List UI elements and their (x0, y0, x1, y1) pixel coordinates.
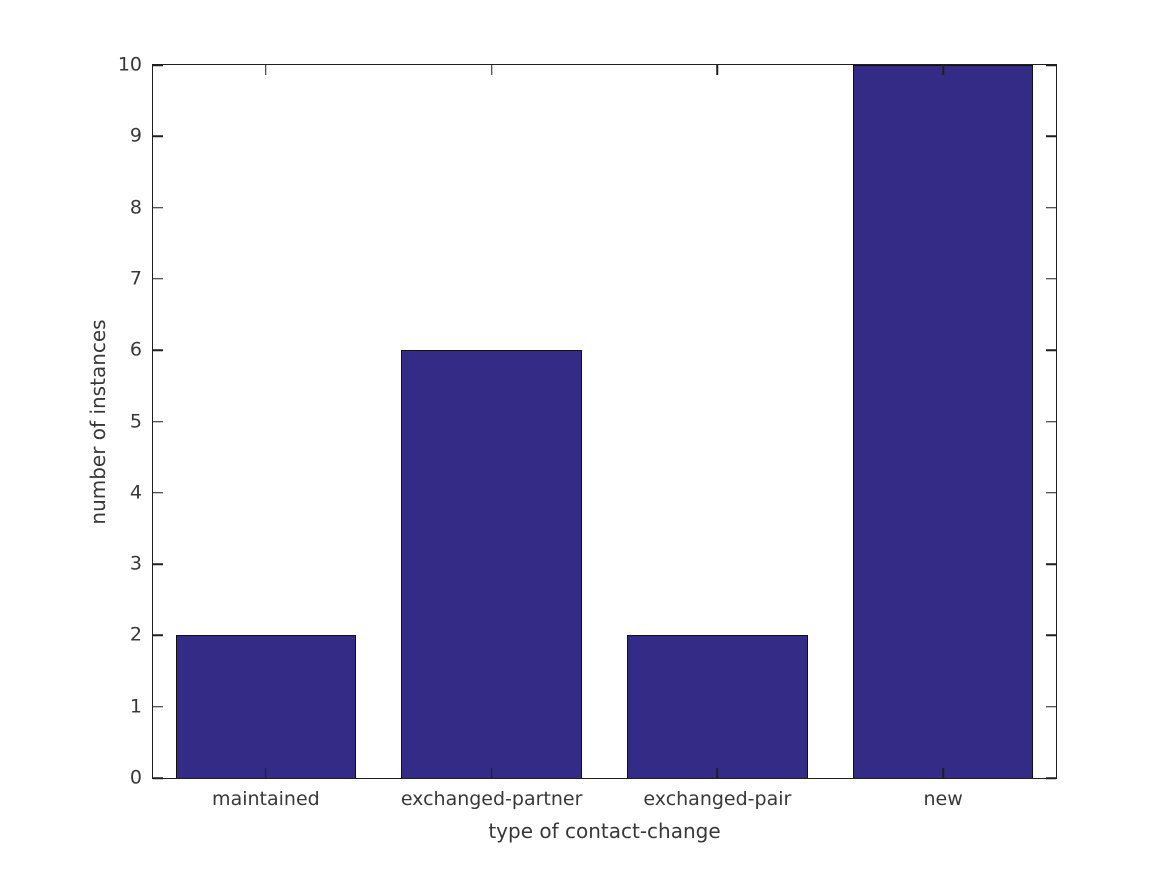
x-tick-mark (942, 768, 944, 778)
y-tick-label: 7 (129, 267, 142, 290)
y-tick-label: 2 (129, 623, 142, 646)
x-tick-mark (265, 65, 267, 75)
bar-maintained (175, 635, 357, 778)
x-tick-mark (490, 768, 493, 778)
y-tick-mark (153, 349, 163, 351)
y-tick-mark (1046, 278, 1056, 280)
y-tick-mark (153, 64, 163, 66)
y-tick-mark (153, 278, 163, 280)
x-tick-label-exchanged-partner: exchanged-partner (400, 788, 583, 810)
y-tick-label: 4 (129, 481, 142, 504)
y-tick-label: 8 (129, 196, 142, 219)
y-tick-mark (1046, 206, 1056, 209)
y-tick-mark (1046, 64, 1056, 66)
bar-exchanged-partner (401, 350, 582, 778)
y-tick-mark (1046, 777, 1056, 779)
y-tick-mark (153, 492, 163, 494)
bar-new (852, 65, 1034, 778)
y-tick-mark (1046, 135, 1056, 138)
y-tick-label: 9 (129, 124, 142, 147)
bar-exchanged-pair (627, 635, 808, 778)
y-tick-mark (153, 135, 163, 138)
y-tick-mark (153, 563, 163, 565)
x-tick-label-maintained: maintained (212, 788, 320, 810)
y-tick-mark (153, 777, 163, 779)
y-tick-mark (1046, 705, 1056, 708)
x-tick-mark (716, 768, 719, 778)
y-tick-label: 10 (117, 53, 142, 76)
y-tick-mark (1046, 634, 1056, 637)
y-tick-mark (1046, 349, 1056, 351)
x-axis-label: type of contact-change (488, 819, 721, 843)
y-tick-mark (1046, 563, 1056, 565)
y-tick-label: 0 (129, 766, 142, 789)
x-tick-mark (716, 65, 719, 75)
y-tick-mark (1046, 492, 1056, 494)
x-tick-label-new: new (923, 788, 963, 810)
y-tick-label: 3 (129, 552, 142, 575)
y-tick-label: 5 (129, 410, 142, 432)
y-tick-mark (153, 420, 163, 423)
plot-area: number of instances type of contact-chan… (86, 55, 1057, 842)
y-tick-label: 1 (129, 695, 142, 718)
x-tick-label-exchanged-pair: exchanged-pair (643, 788, 792, 810)
y-axis-label: number of instances (86, 318, 110, 525)
y-tick-mark (153, 206, 163, 209)
x-tick-mark (265, 768, 267, 778)
y-tick-mark (153, 634, 163, 637)
x-tick-mark (490, 65, 493, 75)
y-tick-label: 6 (129, 338, 142, 361)
y-tick-mark (1046, 420, 1056, 423)
x-tick-mark (942, 65, 944, 75)
y-tick-mark (153, 705, 163, 708)
